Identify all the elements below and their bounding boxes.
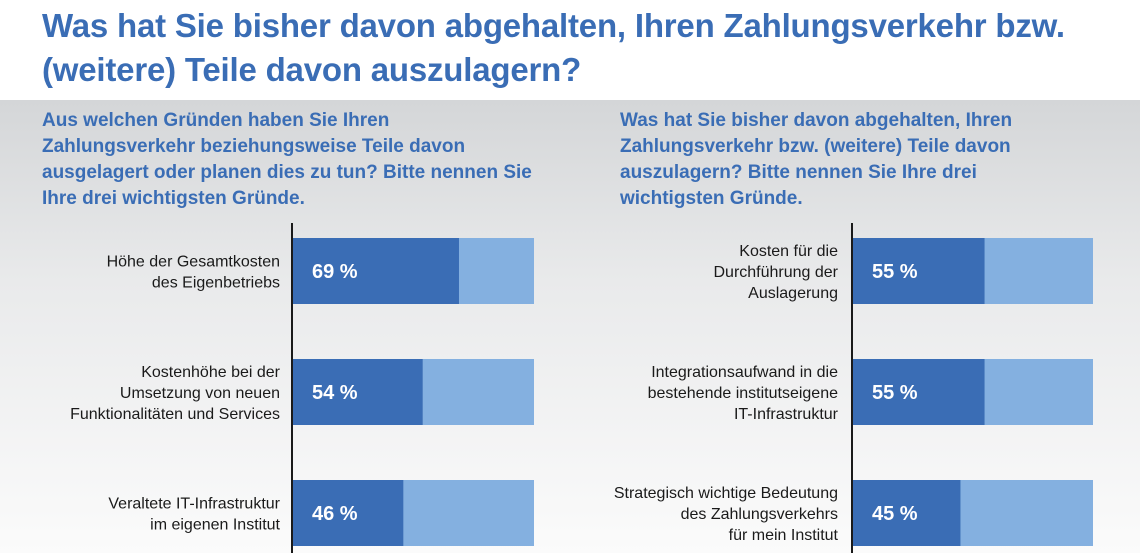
right-category-label-2-line-2: bestehende institutseigene — [648, 385, 838, 402]
main-title: Was hat Sie bisher davon abgehalten, Ihr… — [42, 7, 1065, 88]
right-bar-value-label-2: 55 % — [872, 382, 918, 404]
right-question: Was hat Sie bisher davon abgehalten, Ihr… — [620, 110, 1013, 209]
right-category-label-3-line-2: des Zahlungsverkehrs — [681, 506, 838, 523]
left-category-label-2-line-2: Umsetzung von neuen — [120, 385, 280, 402]
left-category-label-1: Höhe der Gesamtkosten des Eigenbetriebs — [107, 254, 280, 292]
right-bar-value-label-3: 45 % — [872, 503, 918, 525]
right-bar-value-label-1: 55 % — [872, 261, 918, 283]
right-category-label-1: Kosten für die Durchführung der Auslagerun… — [713, 243, 838, 302]
right-category-label-3-line-1: Strategisch wichtige Bedeutung — [614, 485, 838, 502]
left-category-label-2: Kostenhöhe bei der Umsetzung von neuen Fun… — [70, 364, 281, 423]
right-category-label-2-line-3: IT-Infrastruktur — [734, 406, 839, 423]
left-bar-2 — [292, 359, 423, 425]
left-category-label-2-line-1: Kostenhöhe bei der — [141, 364, 280, 381]
right-category-label-2: Integrationsaufwand in die bestehende ins… — [648, 364, 839, 423]
right-bar-2 — [852, 359, 985, 425]
left-bar-value-label-3: 46 % — [312, 503, 358, 525]
right-bar-1 — [852, 238, 985, 304]
left-category-label-3-line-1: Veraltete IT-Infrastruktur — [108, 496, 280, 513]
left-question: Aus welchen Gründen haben Sie Ihren Zahl… — [42, 110, 532, 209]
right-category-label-1-line-3: Auslagerung — [748, 285, 838, 302]
left-bar-1 — [292, 238, 459, 304]
left-category-label-3-line-2: im eigenen Institut — [150, 517, 280, 534]
left-category-label-2-line-3: Funktionalitäten und Services — [70, 406, 280, 423]
right-category-label-3: Strategisch wichtige Bedeutung des Zahlun… — [614, 485, 839, 544]
left-category-label-1-line-1: Höhe der Gesamtkosten — [107, 254, 280, 271]
right-bar-3 — [852, 480, 961, 546]
left-category-label-1-line-2: des Eigenbetriebs — [152, 275, 280, 292]
left-bar-value-label-2: 54 % — [312, 382, 358, 404]
left-bar-value-label-1: 69 % — [312, 261, 358, 283]
header: Was hat Sie bisher davon abgehalten, Ihr… — [0, 0, 1140, 100]
right-category-label-1-line-2: Durchführung der — [713, 264, 838, 281]
right-category-label-1-line-1: Kosten für die — [739, 243, 838, 260]
right-category-label-2-line-1: Integrationsaufwand in die — [651, 364, 838, 381]
left-category-label-3: Veraltete IT-Infrastruktur im eigenen Ins… — [108, 496, 280, 534]
right-category-label-3-line-3: für mein Institut — [729, 527, 839, 544]
panel-background — [0, 100, 1140, 553]
left-bar-3 — [292, 480, 404, 546]
